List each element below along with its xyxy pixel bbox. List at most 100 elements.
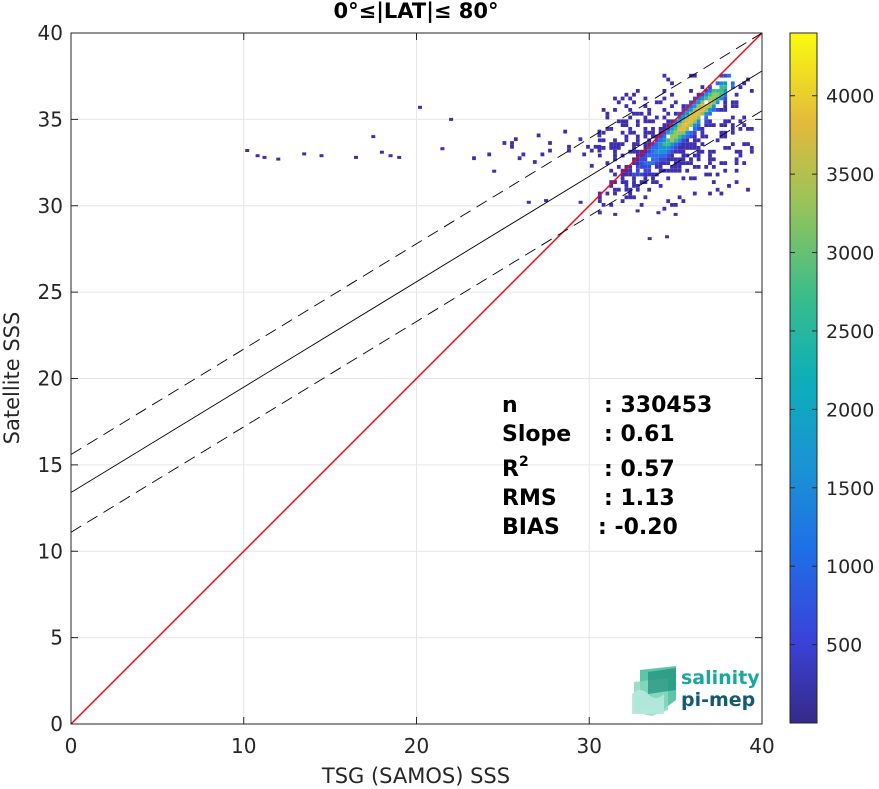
density-cell bbox=[738, 149, 743, 154]
density-cell bbox=[666, 119, 671, 124]
y-tick-label: 25 bbox=[38, 280, 63, 304]
density-cell bbox=[670, 123, 674, 127]
density-cell bbox=[715, 92, 720, 97]
density-cell bbox=[613, 191, 617, 196]
density-cell bbox=[666, 149, 671, 154]
chart-title: 0°≤|LAT|≤ 80° bbox=[333, 0, 498, 24]
density-cell bbox=[654, 161, 659, 165]
density-cell bbox=[681, 123, 686, 127]
density-cell bbox=[692, 153, 697, 158]
density-cell bbox=[673, 111, 678, 116]
density-cell bbox=[696, 138, 701, 143]
density-cell bbox=[700, 108, 705, 112]
density-cell bbox=[685, 142, 690, 146]
density-cell bbox=[696, 119, 701, 124]
density-cell bbox=[689, 146, 693, 150]
density-cell bbox=[643, 153, 648, 158]
density-cell bbox=[597, 199, 602, 203]
density-cell bbox=[700, 96, 705, 101]
density-cell bbox=[643, 172, 648, 177]
density-cell bbox=[670, 157, 674, 162]
density-cell bbox=[685, 146, 690, 150]
density-cell bbox=[643, 127, 648, 131]
density-cell bbox=[723, 134, 728, 139]
density-cell bbox=[647, 161, 652, 165]
sparse-point bbox=[418, 105, 422, 109]
density-cell bbox=[692, 108, 697, 112]
density-cell bbox=[632, 142, 636, 146]
density-cell bbox=[685, 111, 690, 116]
density-cell bbox=[677, 142, 682, 146]
density-cell bbox=[696, 115, 701, 120]
density-cell bbox=[734, 180, 739, 184]
density-cell bbox=[597, 133, 602, 138]
density-cell bbox=[620, 96, 625, 101]
density-cell bbox=[643, 130, 648, 135]
density-cell bbox=[711, 123, 716, 127]
density-cell bbox=[666, 157, 671, 162]
density-cell bbox=[662, 134, 667, 139]
density-cell bbox=[613, 138, 617, 143]
density-cell bbox=[613, 153, 617, 158]
density-cell bbox=[704, 96, 709, 101]
density-cell bbox=[651, 176, 655, 181]
density-cell bbox=[632, 184, 636, 188]
density-cell bbox=[742, 161, 747, 165]
density-cell bbox=[597, 210, 602, 215]
density-cell bbox=[730, 115, 735, 120]
density-cell bbox=[624, 172, 629, 177]
density-cell bbox=[719, 130, 724, 135]
density-cell bbox=[696, 111, 701, 116]
density-cell bbox=[685, 168, 690, 173]
density-cell bbox=[696, 100, 701, 105]
density-cell bbox=[662, 146, 667, 150]
density-cell bbox=[715, 89, 720, 93]
sparse-point bbox=[647, 237, 652, 241]
density-cell bbox=[632, 100, 636, 105]
stat-rms-value: : 1.13 bbox=[604, 486, 675, 511]
density-cell bbox=[730, 127, 735, 131]
sparse-point bbox=[302, 152, 307, 156]
density-cell bbox=[708, 157, 712, 162]
density-cell bbox=[613, 157, 617, 162]
density-cell bbox=[696, 96, 701, 101]
density-cell bbox=[677, 134, 682, 139]
density-cell bbox=[601, 108, 606, 112]
density-cell bbox=[708, 108, 712, 112]
density-cell bbox=[685, 104, 690, 108]
density-cell bbox=[704, 89, 709, 93]
density-cell bbox=[643, 176, 648, 181]
density-cell bbox=[704, 108, 709, 112]
density-cell bbox=[704, 165, 709, 169]
density-cell bbox=[597, 153, 602, 158]
density-cell bbox=[708, 85, 712, 89]
density-cell bbox=[723, 104, 728, 108]
density-cell bbox=[730, 123, 735, 127]
density-cell bbox=[605, 111, 610, 116]
density-cell bbox=[651, 142, 655, 146]
density-cell bbox=[689, 89, 693, 93]
density-cell bbox=[651, 161, 655, 165]
density-cell bbox=[613, 187, 617, 192]
density-cell bbox=[685, 138, 690, 143]
logo-text-pi-mep: pi-mep bbox=[681, 689, 755, 711]
density-cell bbox=[723, 108, 728, 112]
density-cell bbox=[692, 119, 697, 124]
density-cell bbox=[673, 138, 678, 143]
density-cell bbox=[628, 130, 633, 135]
density-cell bbox=[628, 168, 633, 173]
density-cell bbox=[689, 111, 693, 116]
density-cell bbox=[609, 127, 614, 131]
density-cell bbox=[681, 134, 686, 139]
sparse-point bbox=[255, 154, 260, 158]
density-cell bbox=[643, 157, 648, 162]
density-cell bbox=[689, 100, 693, 105]
y-tick-label: 5 bbox=[50, 626, 63, 650]
density-cell bbox=[723, 85, 728, 89]
density-cell bbox=[662, 142, 667, 146]
density-cell bbox=[696, 146, 701, 150]
density-cell bbox=[624, 195, 629, 200]
density-cell bbox=[689, 108, 693, 112]
density-cell bbox=[658, 142, 663, 146]
